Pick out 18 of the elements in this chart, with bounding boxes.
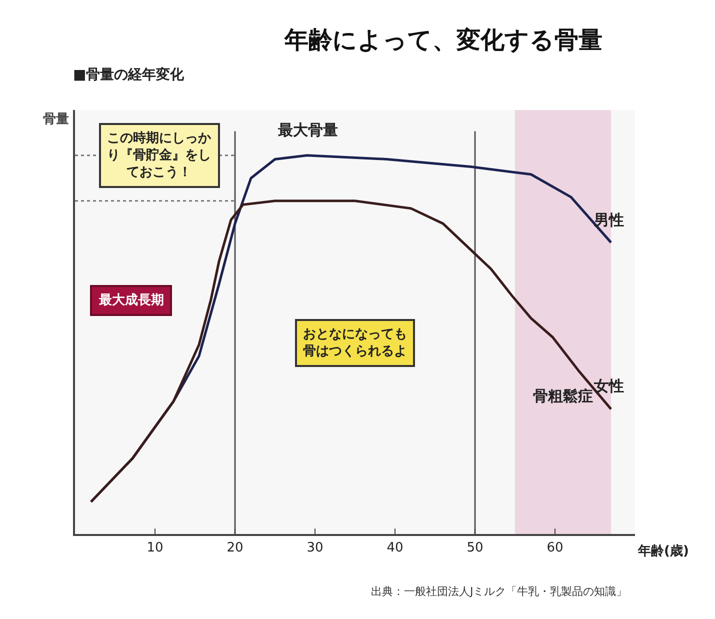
x-tick-label: 30: [306, 540, 324, 556]
annotation: 最大成長期: [98, 293, 164, 308]
band-label: 骨粗鬆症: [533, 387, 593, 405]
annotation: この時期にしっかり『骨貯金』をしておこう！: [107, 131, 212, 180]
chart-subtitle: ■骨量の経年変化: [73, 66, 186, 83]
source-note: 出典：一般社団法人Jミルク「牛乳・乳製品の知識」: [371, 585, 628, 598]
y-axis-title: 骨量: [43, 112, 69, 127]
x-tick-label: 50: [466, 540, 484, 556]
x-tick-label: 10: [146, 540, 164, 556]
annotation: 最大骨量: [277, 121, 338, 139]
x-tick-label: 60: [546, 540, 564, 556]
x-tick-label: 40: [386, 540, 404, 556]
x-tick-label: 20: [226, 540, 244, 556]
chart-title: 年齢によって、変化する骨量: [283, 26, 602, 54]
annotation: おとなになっても骨はつくられるよ: [303, 327, 407, 359]
series-label: 女性: [593, 377, 624, 395]
x-axis-title: 年齢(歳): [637, 544, 689, 559]
series-label: 男性: [593, 211, 624, 229]
